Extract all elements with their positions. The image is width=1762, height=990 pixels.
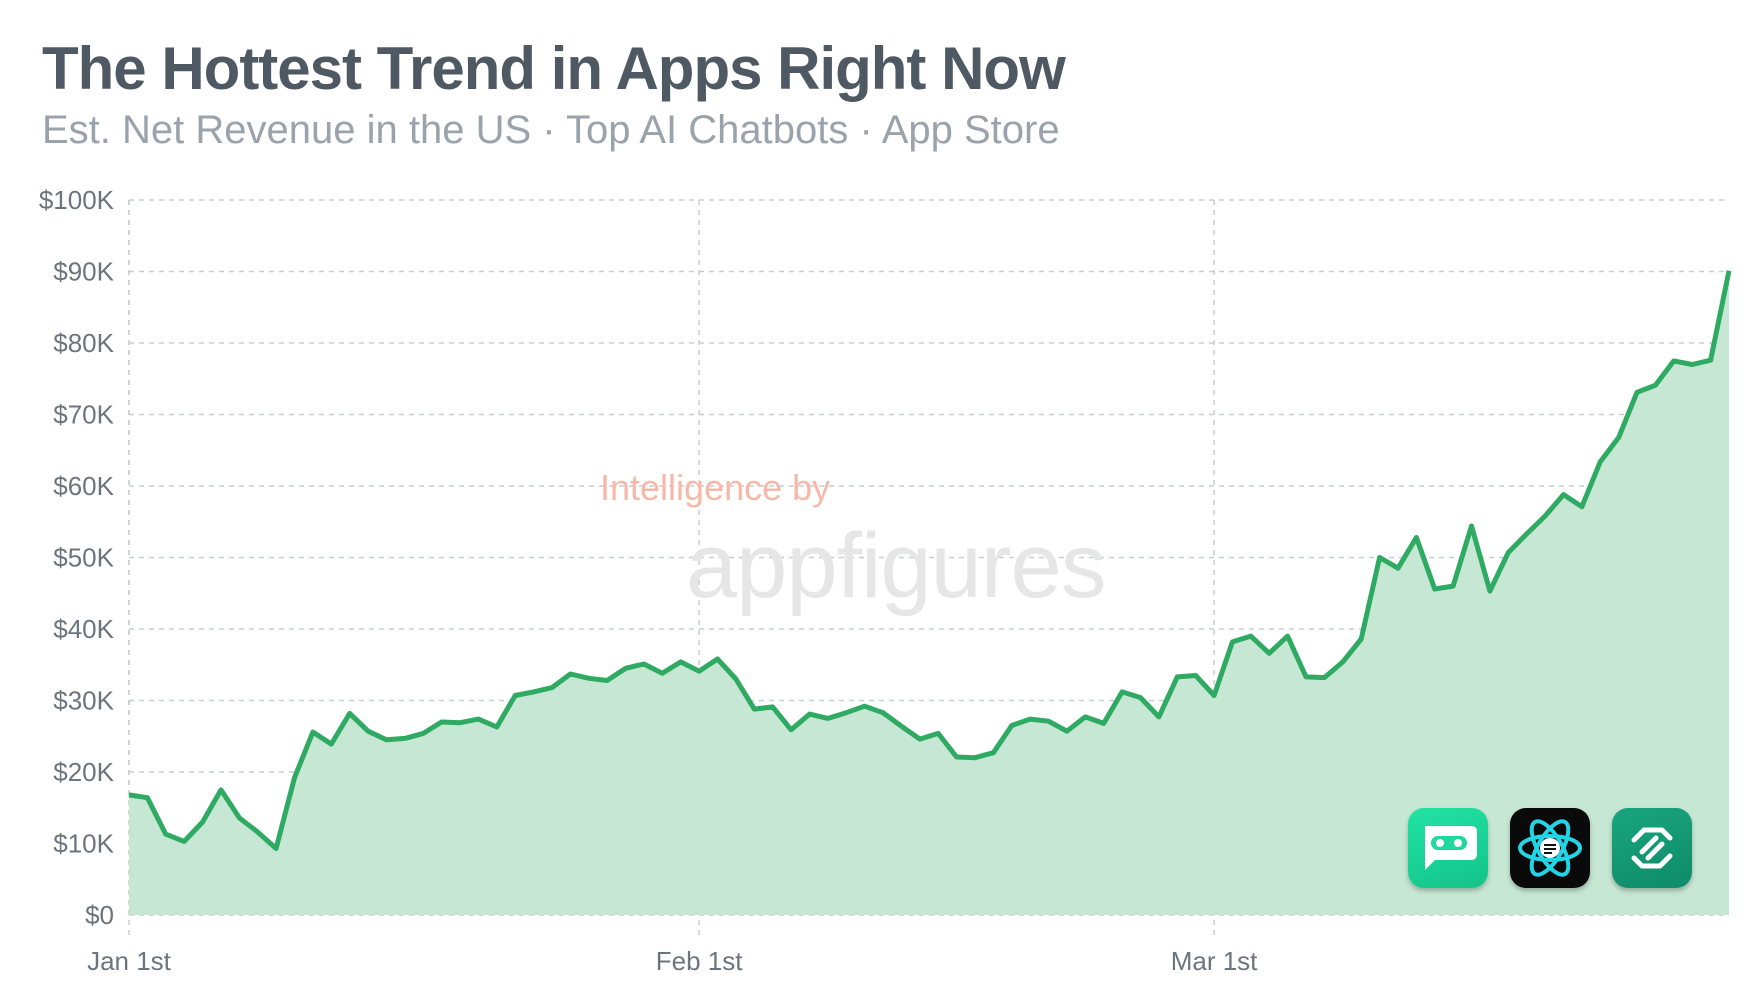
y-tick-label: $60K: [53, 471, 114, 501]
atom-chat-icon: [1510, 808, 1590, 888]
y-tick-label: $80K: [53, 328, 114, 358]
y-tick-label: $10K: [53, 829, 114, 859]
y-tick-label: $50K: [53, 543, 114, 573]
chart-title: The Hottest Trend in Apps Right Now: [42, 35, 1066, 102]
y-tick-label: $40K: [53, 614, 114, 644]
y-tick-label: $0: [85, 900, 114, 930]
x-tick-label: Jan 1st: [87, 946, 172, 976]
revenue-line: [128, 270, 1732, 851]
y-tick-label: $100K: [39, 185, 115, 215]
chart-subtitle: Est. Net Revenue in the US · Top AI Chat…: [42, 108, 1060, 152]
y-tick-label: $20K: [53, 757, 114, 787]
x-tick-label: Feb 1st: [656, 946, 743, 976]
watermark-intelligence-by: Intelligence by: [600, 467, 830, 508]
revenue-area-fill: [129, 270, 1729, 915]
x-tick-label: Mar 1st: [1171, 946, 1258, 976]
y-axis-ticks: $0 $10K $20K $30K $40K $50K $60K $70K $80K $90K $1…: [39, 185, 115, 930]
watermark-appfigures: appfigures: [686, 515, 1106, 617]
y-tick-label: $90K: [53, 257, 114, 287]
watermark: Intelligence by appfigures: [600, 467, 1107, 617]
x-axis-ticks: Jan 1st Feb 1st Mar 1st: [87, 946, 1258, 976]
chatbot-robot-icon: [1408, 808, 1488, 888]
app-icons: [1408, 808, 1692, 888]
y-tick-label: $30K: [53, 686, 114, 716]
knot-logo-icon: [1612, 808, 1692, 888]
y-tick-label: $70K: [53, 400, 114, 430]
